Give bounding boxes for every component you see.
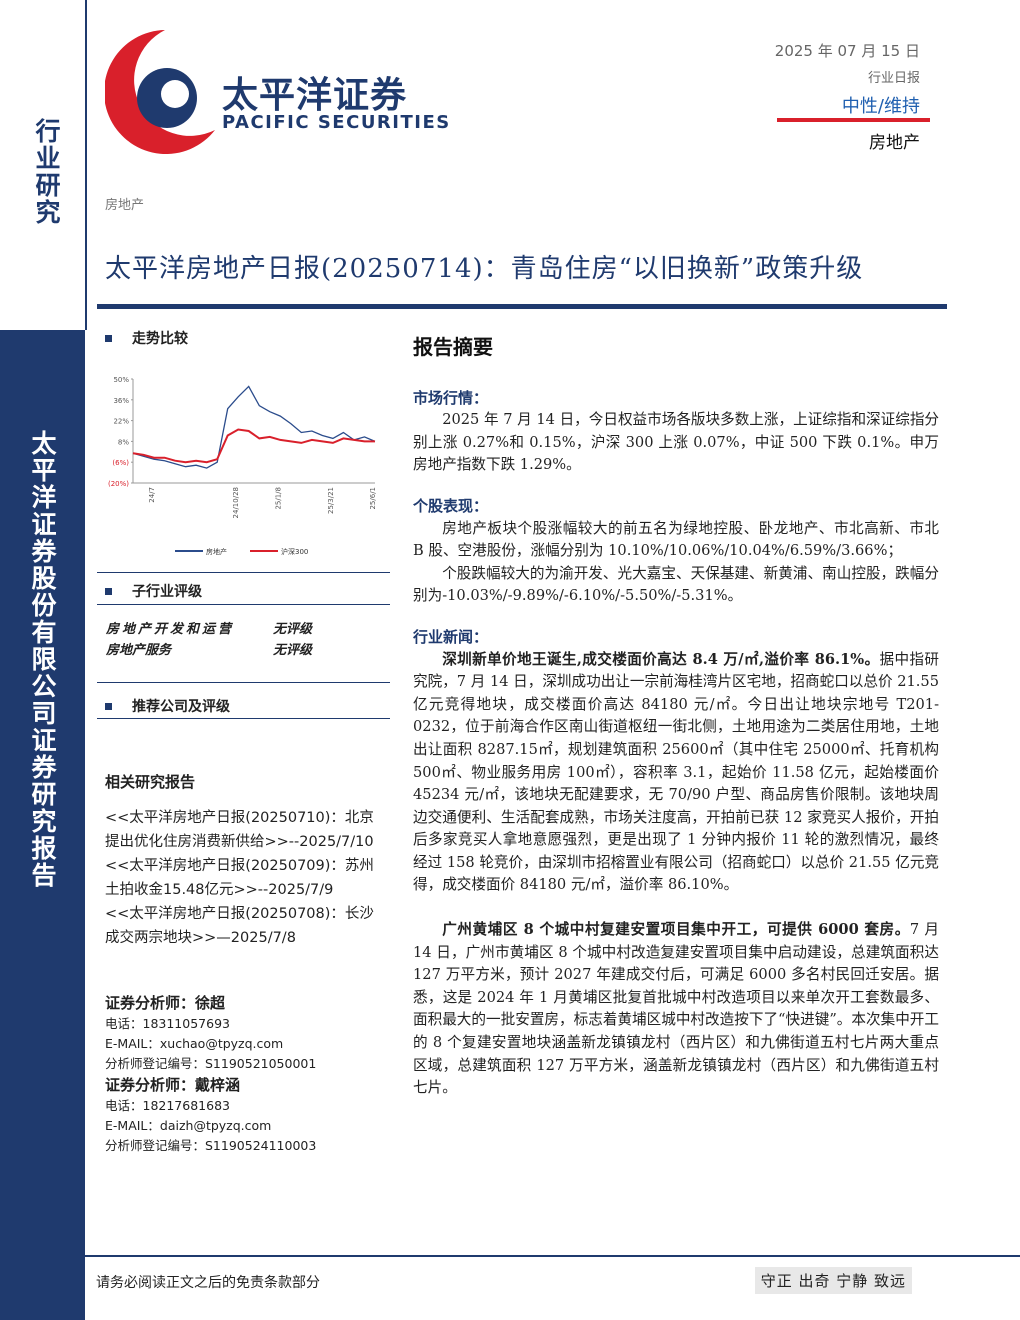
sidebar-top: 行业研究: [0, 0, 87, 330]
y-tick-label: 8%: [118, 438, 129, 446]
related-item: <<太平洋房地产日报(20250708)：长沙成交两宗地块>>—2025/7/8: [105, 906, 374, 946]
analyst-phone: 电话：18217681683: [105, 1098, 230, 1113]
stocks-section: 个股表现： 房地产板块个股涨幅较大的前五名为绿地控股、卧龙地产、市北高新、市北 …: [413, 495, 939, 608]
section-heading: 行业新闻：: [413, 627, 489, 646]
title-rule: [97, 304, 947, 309]
analyst-title: 证券分析师：徐超: [105, 994, 226, 1012]
y-tick-label: 50%: [113, 376, 129, 384]
industry: 房地产: [869, 133, 920, 153]
x-tick-label: 24/10/28: [232, 487, 240, 518]
date: 2025 年 07 月 15 日: [774, 42, 920, 60]
x-tick-label: 24/7: [148, 487, 156, 503]
rule: [97, 682, 390, 683]
section-heading: 个股表现：: [413, 496, 489, 515]
sub-rating-heading-text: 子行业评级: [132, 584, 202, 600]
analyst-phone: 电话：18311057693: [105, 1016, 230, 1031]
legend-label: 沪深300: [281, 547, 308, 556]
cell: 房地产服务: [106, 643, 172, 658]
related-list: <<太平洋房地产日报(20250710)：北京提出优化住房消费新供给>>--20…: [105, 806, 385, 950]
disclaimer: 请务必阅读正文之后的免责条款部分: [96, 1275, 320, 1291]
analyst: 证券分析师：戴梓涵 电话：18217681683 E-MAIL：daizh@tp…: [105, 1074, 390, 1156]
report-title: 太平洋房地产日报(20250714)：青岛住房“以旧换新”政策升级: [105, 254, 864, 284]
legend-label: 房地产: [206, 547, 227, 556]
x-tick-label: 25/6/1: [369, 487, 377, 510]
news-item: 广州黄埔区 8 个城中村复建安置项目集中开工，可提供 6000 套房。7 月 1…: [413, 919, 939, 1100]
sidebar-bottom: 太平洋证券股份有限公司证券研究报告: [0, 330, 85, 1320]
sidebar-top-text: 行业研究: [32, 118, 61, 226]
analyst-email: E-MAIL：xuchao@tpyzq.com: [105, 1036, 284, 1051]
analyst-email: E-MAIL：daizh@tpyzq.com: [105, 1118, 272, 1133]
paragraph: 2025 年 7 月 14 日，今日权益市场各版块多数上涨，上证综指和深证综指分…: [413, 411, 940, 474]
row: 房地产服务 无评级: [105, 638, 385, 659]
related-heading: 相关研究报告: [105, 773, 196, 791]
cell: 房地产开发和运营: [106, 622, 235, 637]
news-item: 深圳新单价地王诞生,成交楼面价高达 8.4 万/㎡,溢价率 86.1%。据中指研…: [413, 649, 939, 898]
news-body: 据中指研究院，7 月 14 日，深圳成功出让一宗前海桂湾片区宅地，招商蛇口以总价…: [413, 650, 940, 894]
logo-cn: 太平洋证券: [222, 75, 408, 116]
y-tick-label: 22%: [113, 418, 129, 426]
rule: [97, 718, 390, 719]
trend-chart: 50% 36% 22% 8% (6%) (20%) 24/7 24/10/28 25/1/8 25…: [108, 376, 377, 556]
category: 房地产: [105, 198, 145, 213]
trend-heading-text: 走势比较: [132, 331, 188, 347]
rule: [97, 604, 390, 605]
analyst-reg: 分析师登记编号：S1190521050001: [105, 1056, 317, 1071]
rating-rule: [777, 118, 930, 122]
sub-rating-table: 房地产开发和运营 无评级 房地产服务 无评级: [105, 617, 385, 659]
summary-heading: 报告摘要: [413, 335, 493, 359]
related-item: <<太平洋房地产日报(20250709)：苏州土拍收金15.48亿元>>--20…: [105, 858, 374, 898]
sidebar-bottom-text: 太平洋证券股份有限公司证券研究报告: [28, 430, 57, 889]
y-tick-label: (20%): [108, 480, 129, 488]
analyst-title: 证券分析师：戴梓涵: [105, 1076, 241, 1094]
series-line: [132, 385, 376, 469]
footer-rule: [85, 1255, 1020, 1257]
market-section: 市场行情： 2025 年 7 月 14 日，今日权益市场各版块多数上涨，上证综指…: [413, 387, 939, 477]
series-line: [132, 428, 375, 464]
related-item: <<太平洋房地产日报(20250710)：北京提出优化住房消费新供给>>--20…: [105, 810, 374, 850]
y-tick-label: 36%: [113, 397, 129, 405]
cell: 无评级: [273, 622, 313, 637]
y-tick-label: (6%): [112, 459, 129, 467]
news-section: 行业新闻： 深圳新单价地王诞生,成交楼面价高达 8.4 万/㎡,溢价率 86.1…: [413, 626, 939, 1100]
cell: 无评级: [273, 643, 313, 658]
paragraph: 个股跌幅较大的为渝开发、光大嘉宝、天保基建、新黄浦、南山控股，跌幅分别为-10.…: [413, 564, 939, 605]
news-lead: 广州黄埔区 8 个城中村复建安置项目集中开工，可提供 6000 套房。: [442, 921, 910, 939]
paragraph: 房地产板块个股涨幅较大的前五名为绿地控股、卧龙地产、市北高新、市北 B 股、空港…: [413, 519, 939, 560]
analyst-reg: 分析师登记编号：S1190524110003: [105, 1138, 317, 1153]
sub-rating-heading: 子行业评级: [97, 581, 202, 601]
recommend-heading: 推荐公司及评级: [97, 696, 230, 716]
news-lead: 深圳新单价地王诞生,成交楼面价高达 8.4 万/㎡,溢价率 86.1%。: [442, 650, 880, 668]
recommend-heading-text: 推荐公司及评级: [132, 699, 230, 715]
report-type: 行业日报: [867, 71, 920, 86]
rating: 中性/维持: [841, 96, 920, 117]
motto: 守正 出奇 宁静 致远: [754, 1267, 912, 1294]
analyst: 证券分析师：徐超 电话：18311057693 E-MAIL：xuchao@tp…: [105, 992, 390, 1074]
logo-en: PACIFIC SECURITIES: [222, 112, 451, 133]
logo-mark: [105, 30, 215, 154]
x-tick-label: 25/1/8: [274, 487, 282, 510]
analysts: 证券分析师：徐超 电话：18311057693 E-MAIL：xuchao@tp…: [105, 992, 390, 1156]
summary: 报告摘要 市场行情： 2025 年 7 月 14 日，今日权益市场各版块多数上涨…: [413, 336, 939, 1118]
rule: [97, 572, 390, 573]
row: 房地产开发和运营 无评级: [105, 617, 385, 638]
news-body: 7 月 14 日，广州市黄埔区 8 个城中村改造复建安置项目集中启动建设，总建筑…: [413, 921, 939, 1097]
section-heading: 市场行情：: [413, 388, 489, 407]
x-tick-label: 25/3/21: [327, 487, 335, 514]
trend-heading: 走势比较: [97, 328, 188, 348]
